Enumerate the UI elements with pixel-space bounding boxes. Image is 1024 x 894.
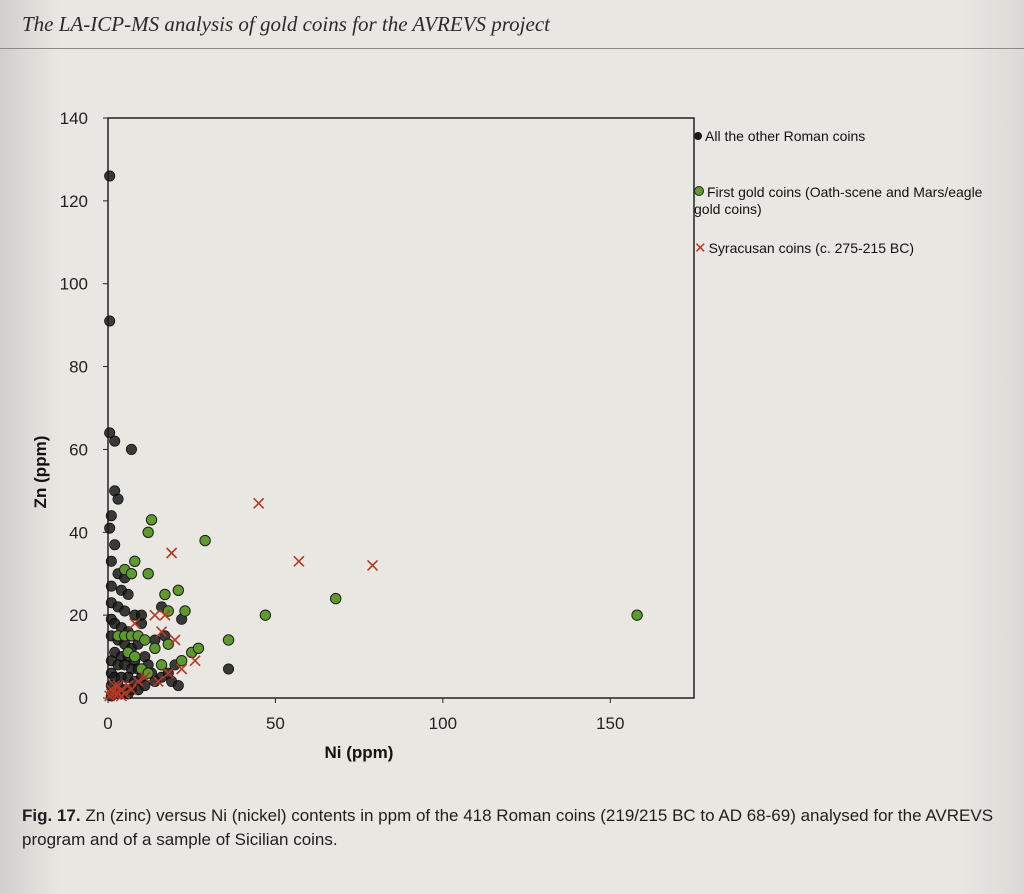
data-point-syracusan [109,680,121,692]
data-point-syracusan [293,555,305,567]
data-point-first-gold [172,584,185,596]
legend-item-first-gold: First gold coins (Oath-scene and Mars/ea… [694,184,994,218]
data-point-other-roman [104,170,116,182]
data-point-syracusan [366,559,379,571]
data-point-syracusan [253,497,265,509]
data-point-other-roman [104,427,116,439]
data-point-syracusan [112,688,124,700]
x-tick-label: 0 [103,714,112,733]
y-tick-label: 40 [69,523,88,542]
running-head: The LA-ICP-MS analysis of gold coins for… [22,12,550,36]
data-point-first-gold [145,514,158,526]
data-point-syracusan [132,675,144,687]
data-point-first-gold [259,609,272,621]
data-point-syracusan [149,609,161,621]
data-point-first-gold [179,605,191,617]
x-tick-label: 150 [596,714,624,733]
data-point-first-gold [149,642,161,654]
data-point-syracusan [162,667,174,679]
legend-label: Syracusan coins (c. 275-215 BC) [708,240,915,256]
legend-label: All the other Roman coins [705,128,866,144]
data-point-first-gold [192,642,205,654]
data-point-syracusan [104,690,116,702]
data-point-first-gold [139,634,151,646]
y-tick-label: 100 [60,275,88,294]
data-point-other-roman [105,580,117,592]
data-point-other-roman [125,443,137,455]
data-point-other-roman [122,588,134,600]
legend-marker-red-x: ✕ [694,240,707,257]
data-point-other-roman [109,539,121,551]
figure-caption: Fig. 17. Zn (zinc) versus Ni (nickel) co… [22,804,1012,852]
data-point-syracusan [125,684,138,696]
data-point-syracusan [176,663,188,675]
legend-item-syracusan: ✕ Syracusan coins (c. 275-215 BC) [694,240,994,257]
legend-marker-green-dot [694,186,704,196]
y-tick-label: 80 [69,358,88,377]
data-point-other-roman [135,609,147,621]
data-point-syracusan [112,680,124,692]
legend-item-other-roman: All the other Roman coins [694,128,994,145]
data-point-other-roman [119,605,131,617]
legend-marker-black-dot [694,132,702,140]
data-point-syracusan [115,690,127,702]
data-point-other-roman [139,680,151,692]
data-point-first-gold [222,634,235,646]
data-point-syracusan [159,609,171,621]
y-tick-label: 120 [60,192,88,211]
x-axis-label: Ni (ppm) [325,743,394,762]
data-point-other-roman [109,435,121,447]
data-point-other-roman [223,663,235,675]
data-point-first-gold [142,526,154,538]
data-point-first-gold [330,592,342,605]
y-tick-label: 140 [60,109,88,128]
data-point-first-gold [129,555,141,567]
data-point-first-gold [155,659,168,671]
data-point-first-gold [162,638,174,650]
x-tick-label: 100 [429,714,457,733]
data-point-syracusan [166,547,178,559]
data-point-first-gold [631,609,643,621]
data-point-first-gold [159,588,171,601]
data-point-other-roman [105,510,117,522]
data-point-other-roman [105,555,117,567]
legend-label: First gold coins (Oath-scene and Mars/ea… [694,184,983,217]
data-point-first-gold [199,534,211,547]
plot-frame [107,117,695,699]
y-tick-label: 60 [69,440,88,459]
data-point-syracusan [189,655,201,667]
data-point-syracusan [156,626,168,638]
data-point-syracusan [139,671,151,683]
y-tick-label: 20 [69,606,88,625]
data-point-first-gold [175,655,188,667]
header-rule [0,48,1024,49]
y-axis-label: Zn (ppm) [31,436,50,509]
data-point-first-gold [129,650,141,663]
data-point-syracusan [129,617,141,629]
data-point-first-gold [142,568,154,580]
figure-caption-text: Zn (zinc) versus Ni (nickel) contents in… [22,806,994,849]
data-point-other-roman [104,315,116,327]
x-tick-label: 50 [266,714,285,733]
data-point-syracusan [152,675,164,687]
data-point-syracusan [169,634,181,646]
y-tick-label: 0 [79,689,88,708]
figure-label: Fig. 17. [22,806,81,825]
data-point-other-roman [112,493,124,505]
data-point-other-roman [172,680,184,692]
data-point-first-gold [125,568,138,580]
scatter-chart: 0 20 40 60 80 100 120 140 0 50 100 150 Ni (ppm) Zn (p… [31,109,695,762]
data-point-other-roman [104,522,116,534]
